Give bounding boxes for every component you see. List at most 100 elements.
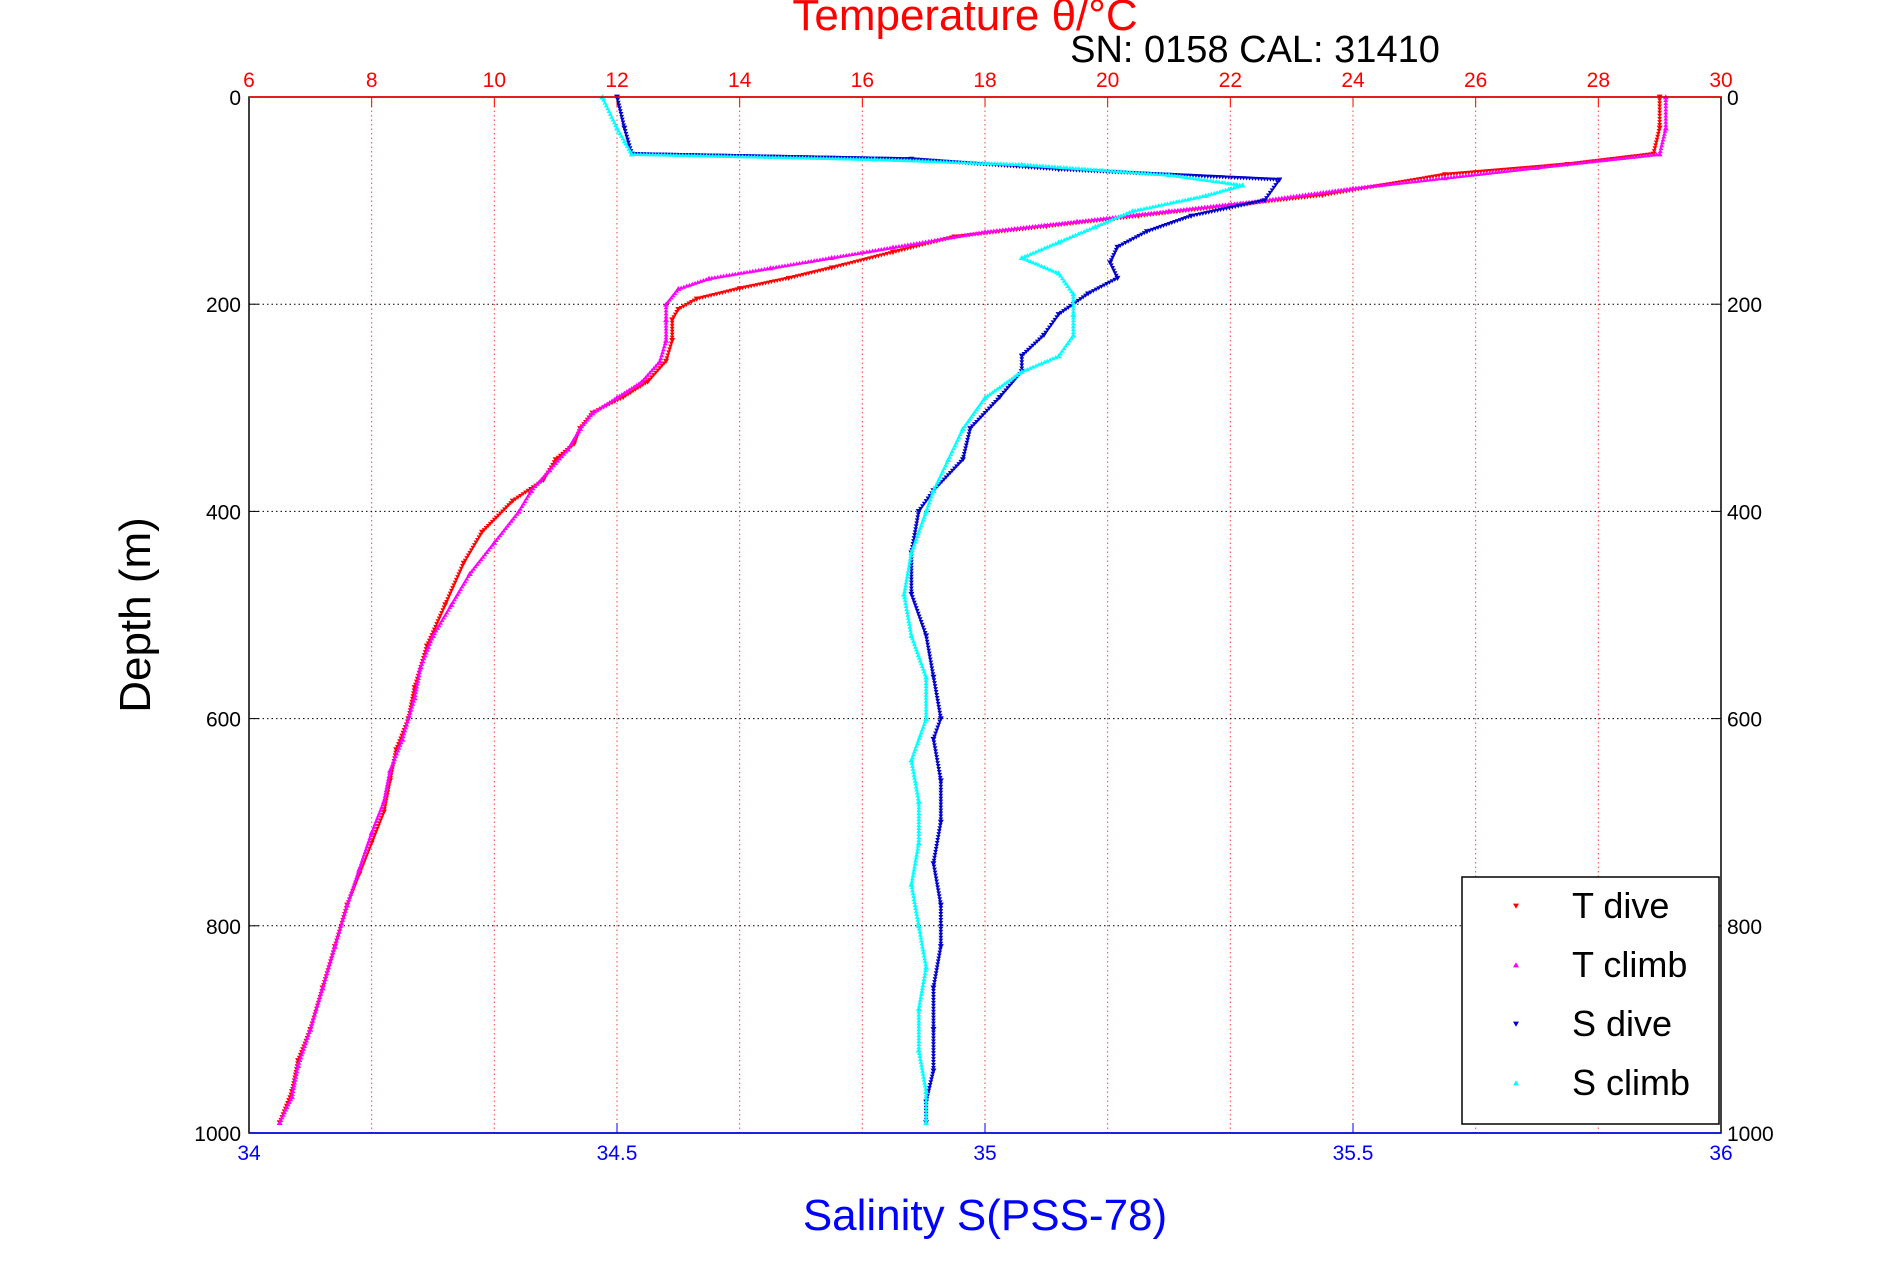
- point-s-dive: [1023, 349, 1029, 355]
- point-s-climb: [947, 159, 953, 164]
- point-s-climb: [893, 157, 899, 162]
- point-s-climb: [1067, 338, 1073, 343]
- point-t-climb: [304, 1038, 309, 1043]
- point-s-climb: [971, 160, 977, 165]
- point-t-climb: [661, 347, 666, 352]
- point-t-climb: [1317, 190, 1323, 195]
- point-s-climb: [956, 159, 962, 165]
- point-t-dive: [1654, 137, 1660, 142]
- point-t-climb: [1101, 216, 1107, 221]
- point-t-climb: [1306, 192, 1311, 197]
- point-t-dive: [1655, 131, 1661, 136]
- point-t-climb: [462, 579, 468, 584]
- point-s-dive: [1275, 180, 1280, 185]
- point-s-dive: [935, 835, 941, 840]
- point-s-dive: [1112, 250, 1118, 255]
- point-s-climb: [1220, 188, 1226, 193]
- point-t-climb: [1205, 204, 1210, 209]
- chart-title: Temperature θ/°C: [792, 0, 1137, 40]
- point-s-dive: [934, 965, 940, 970]
- point-s-climb: [1209, 191, 1214, 196]
- point-s-dive: [931, 1036, 936, 1041]
- point-s-dive: [937, 897, 943, 902]
- point-t-climb: [1555, 162, 1561, 168]
- point-t-climb: [488, 545, 493, 550]
- point-t-climb: [701, 278, 706, 283]
- point-s-dive: [938, 938, 944, 943]
- point-t-climb: [663, 308, 669, 313]
- point-s-climb: [914, 911, 920, 916]
- point-t-climb: [456, 589, 462, 594]
- point-t-climb: [678, 285, 684, 290]
- point-s-climb: [1069, 289, 1074, 294]
- point-s-climb: [839, 156, 845, 161]
- point-t-climb: [387, 771, 392, 776]
- point-t-climb: [718, 274, 724, 279]
- point-t-dive: [1656, 125, 1663, 131]
- point-t-climb: [417, 670, 423, 675]
- point-s-dive: [1028, 345, 1034, 350]
- point-s-climb: [952, 443, 958, 448]
- point-s-dive: [965, 435, 971, 440]
- point-s-climb: [970, 412, 976, 417]
- point-s-climb: [933, 482, 939, 487]
- point-s-climb: [987, 391, 993, 396]
- point-t-climb: [319, 985, 326, 991]
- point-s-climb: [911, 158, 917, 163]
- point-t-climb: [341, 914, 347, 919]
- point-t-climb: [756, 267, 762, 272]
- point-t-climb: [1594, 158, 1600, 163]
- point-t-dive: [479, 529, 486, 535]
- point-t-climb: [348, 891, 354, 896]
- point-s-climb: [1058, 164, 1064, 170]
- point-t-climb: [1297, 193, 1302, 198]
- point-t-climb: [1181, 207, 1187, 212]
- point-s-climb: [836, 156, 842, 161]
- point-t-dive: [668, 341, 674, 346]
- temp-tick-label: 14: [728, 69, 752, 92]
- point-s-climb: [815, 155, 821, 160]
- point-s-climb: [920, 985, 925, 990]
- point-t-climb: [1377, 183, 1383, 188]
- point-s-climb: [901, 591, 908, 597]
- point-t-climb: [401, 731, 407, 736]
- point-s-climb: [943, 463, 948, 468]
- point-s-climb: [737, 154, 743, 159]
- point-s-dive: [937, 900, 943, 905]
- point-s-dive: [954, 464, 960, 469]
- point-s-climb: [1121, 169, 1127, 174]
- point-s-dive: [935, 725, 941, 730]
- point-t-climb: [619, 392, 625, 397]
- point-t-dive: [437, 613, 443, 618]
- point-s-climb: [1050, 356, 1056, 361]
- point-s-climb: [1025, 257, 1030, 262]
- point-t-dive: [435, 619, 441, 624]
- point-s-dive: [910, 597, 916, 602]
- point-t-climb: [826, 255, 832, 260]
- point-t-climb: [1618, 156, 1624, 161]
- point-s-climb: [1231, 185, 1237, 190]
- point-s-climb: [910, 766, 916, 771]
- point-t-dive: [504, 505, 509, 510]
- depth-tick-label-left: 0: [229, 87, 241, 110]
- point-t-climb: [1211, 203, 1216, 208]
- point-s-dive: [1273, 183, 1279, 188]
- point-t-dive: [1657, 101, 1663, 106]
- point-t-dive: [686, 301, 692, 306]
- point-t-dive: [379, 815, 385, 820]
- point-t-dive: [442, 602, 449, 608]
- point-s-climb: [913, 536, 919, 541]
- point-t-climb: [1436, 176, 1442, 181]
- point-s-dive: [1050, 320, 1056, 325]
- point-s-climb: [922, 956, 927, 961]
- point-s-climb: [1115, 214, 1121, 219]
- point-t-dive: [456, 572, 462, 577]
- point-t-dive: [1651, 149, 1657, 154]
- point-s-climb: [1070, 324, 1076, 329]
- point-s-climb: [1004, 379, 1010, 384]
- point-s-dive: [931, 1051, 936, 1056]
- point-s-climb: [917, 929, 923, 934]
- point-t-climb: [519, 504, 525, 509]
- point-s-climb: [743, 154, 749, 159]
- point-s-dive: [924, 636, 930, 641]
